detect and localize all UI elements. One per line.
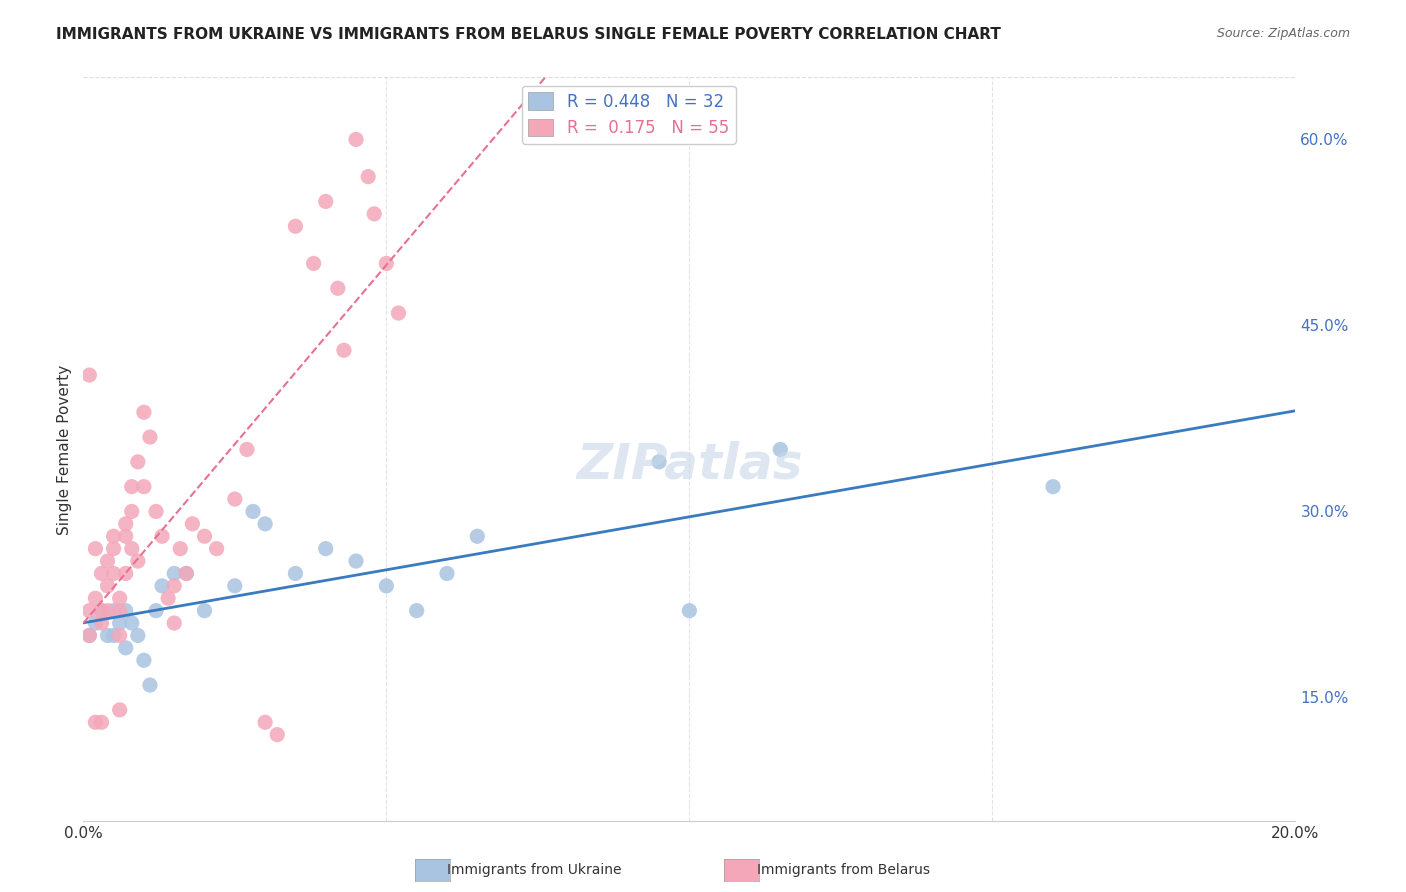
Point bbox=[224, 491, 246, 506]
Point bbox=[84, 541, 107, 556]
Point bbox=[163, 615, 186, 630]
Point bbox=[90, 604, 112, 618]
Point bbox=[387, 306, 409, 320]
Point bbox=[84, 591, 107, 606]
Point bbox=[678, 604, 700, 618]
Point bbox=[465, 529, 488, 543]
Point bbox=[284, 566, 307, 581]
Text: Immigrants from Ukraine: Immigrants from Ukraine bbox=[447, 863, 621, 877]
Point bbox=[84, 715, 107, 730]
Point bbox=[139, 430, 162, 444]
Point bbox=[114, 566, 136, 581]
Y-axis label: Single Female Poverty: Single Female Poverty bbox=[58, 364, 72, 534]
Point bbox=[145, 504, 167, 518]
Point bbox=[121, 615, 143, 630]
Point bbox=[96, 579, 118, 593]
Point bbox=[326, 281, 349, 295]
Point bbox=[315, 541, 337, 556]
Point bbox=[132, 405, 155, 419]
Point bbox=[90, 615, 112, 630]
Point bbox=[114, 516, 136, 531]
Point bbox=[103, 541, 125, 556]
Point bbox=[363, 207, 385, 221]
Point bbox=[344, 554, 367, 568]
Point bbox=[121, 541, 143, 556]
Point bbox=[114, 604, 136, 618]
Point bbox=[96, 554, 118, 568]
Point bbox=[648, 455, 671, 469]
Point bbox=[79, 628, 101, 642]
Point bbox=[132, 653, 155, 667]
Point bbox=[315, 194, 337, 209]
Point bbox=[242, 504, 264, 518]
Point bbox=[205, 541, 228, 556]
Point bbox=[84, 615, 107, 630]
Point bbox=[108, 628, 131, 642]
Point bbox=[176, 566, 198, 581]
Point bbox=[266, 728, 288, 742]
Point bbox=[284, 219, 307, 234]
Point bbox=[90, 566, 112, 581]
Point bbox=[769, 442, 792, 457]
Point bbox=[193, 604, 215, 618]
Point bbox=[79, 628, 101, 642]
Point bbox=[163, 579, 186, 593]
Point bbox=[103, 566, 125, 581]
Point bbox=[114, 640, 136, 655]
Point bbox=[193, 529, 215, 543]
Point bbox=[103, 604, 125, 618]
Point bbox=[224, 579, 246, 593]
Legend: R = 0.448   N = 32, R =  0.175   N = 55: R = 0.448 N = 32, R = 0.175 N = 55 bbox=[522, 86, 735, 144]
Point bbox=[108, 615, 131, 630]
Point bbox=[108, 703, 131, 717]
Point bbox=[405, 604, 427, 618]
Point bbox=[121, 504, 143, 518]
Point bbox=[169, 541, 191, 556]
Point bbox=[344, 132, 367, 146]
Point bbox=[176, 566, 198, 581]
Point bbox=[103, 529, 125, 543]
Point bbox=[90, 715, 112, 730]
Point bbox=[145, 604, 167, 618]
Point bbox=[114, 529, 136, 543]
Text: Source: ZipAtlas.com: Source: ZipAtlas.com bbox=[1216, 27, 1350, 40]
Point bbox=[254, 715, 277, 730]
Text: ZIPatlas: ZIPatlas bbox=[576, 441, 803, 488]
Point bbox=[375, 256, 398, 270]
Point bbox=[127, 554, 149, 568]
Point bbox=[108, 604, 131, 618]
Point bbox=[375, 579, 398, 593]
Point bbox=[254, 516, 277, 531]
Point bbox=[163, 566, 186, 581]
Point bbox=[302, 256, 325, 270]
Point bbox=[150, 579, 173, 593]
Point bbox=[139, 678, 162, 692]
Point bbox=[90, 604, 112, 618]
Text: Immigrants from Belarus: Immigrants from Belarus bbox=[756, 863, 931, 877]
Text: IMMIGRANTS FROM UKRAINE VS IMMIGRANTS FROM BELARUS SINGLE FEMALE POVERTY CORRELA: IMMIGRANTS FROM UKRAINE VS IMMIGRANTS FR… bbox=[56, 27, 1001, 42]
Point bbox=[96, 604, 118, 618]
Point bbox=[127, 455, 149, 469]
Point bbox=[157, 591, 180, 606]
Point bbox=[150, 529, 173, 543]
Point bbox=[103, 628, 125, 642]
Point bbox=[79, 368, 101, 382]
Point bbox=[127, 628, 149, 642]
Point bbox=[333, 343, 356, 358]
Point bbox=[79, 604, 101, 618]
Point bbox=[121, 480, 143, 494]
Point bbox=[132, 480, 155, 494]
Point bbox=[236, 442, 259, 457]
Point bbox=[1042, 480, 1064, 494]
Point bbox=[181, 516, 204, 531]
Point bbox=[436, 566, 458, 581]
Point bbox=[108, 591, 131, 606]
Point bbox=[357, 169, 380, 184]
Point bbox=[96, 628, 118, 642]
